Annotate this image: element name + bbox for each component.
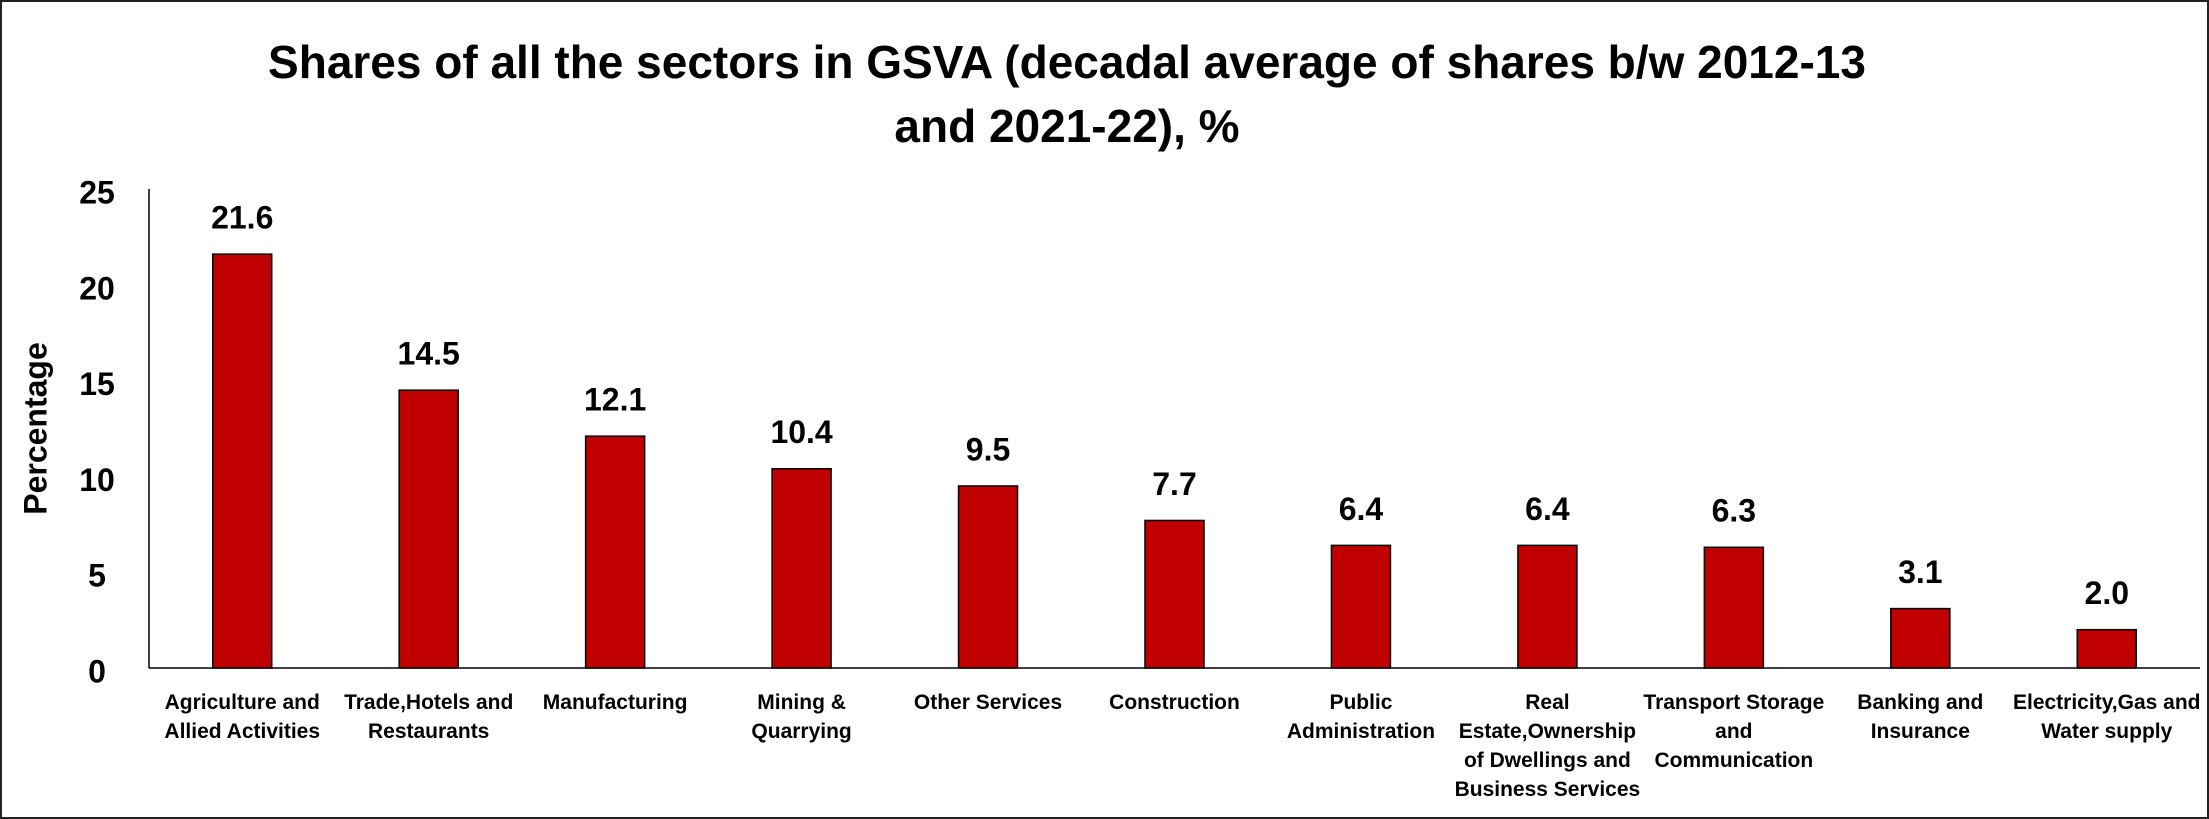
x-tick-label: Agriculture and Allied Activities xyxy=(164,691,321,743)
data-label: 10.4 xyxy=(770,414,832,450)
bar xyxy=(211,253,273,669)
y-tick-label: 5 xyxy=(88,558,106,594)
data-label: 9.5 xyxy=(966,431,1010,467)
data-label: 2.0 xyxy=(2085,575,2129,611)
bar xyxy=(2076,628,2138,669)
bar xyxy=(957,485,1019,669)
x-tick-label: Construction xyxy=(1109,691,1240,714)
bar xyxy=(398,389,459,669)
bar xyxy=(1330,544,1392,669)
chart-title: Shares of all the sectors in GSVA (decad… xyxy=(268,36,1866,152)
bar xyxy=(1890,607,1951,669)
data-label: 3.1 xyxy=(1898,554,1942,590)
x-tick-label: Public Administration xyxy=(1286,691,1436,743)
data-label: 14.5 xyxy=(398,336,460,372)
y-tick-label: 15 xyxy=(79,366,115,402)
y-tick-label: 10 xyxy=(79,462,115,498)
bar xyxy=(1517,544,1578,669)
bar xyxy=(1703,546,1765,669)
data-label: 6.4 xyxy=(1525,491,1570,527)
data-label: 12.1 xyxy=(584,382,646,418)
bar xyxy=(1144,519,1205,669)
x-tick-label: Real Estate,Ownership of Dwellings and B… xyxy=(1454,691,1641,801)
data-label: 21.6 xyxy=(211,200,273,236)
y-axis-label: Percentage xyxy=(17,342,53,515)
x-tick-label: Manufacturing xyxy=(542,691,688,714)
x-tick-label: Mining & Quarrying xyxy=(751,691,852,743)
y-tick-label: 20 xyxy=(79,270,115,306)
data-label: 6.4 xyxy=(1339,491,1384,527)
bar xyxy=(771,467,832,669)
x-tick-label: Electricity,Gas and Water supply xyxy=(2012,691,2201,743)
y-tick-label: 25 xyxy=(79,174,115,210)
data-label: 7.7 xyxy=(1152,466,1196,502)
x-tick-label: Banking and Insurance xyxy=(1857,691,1984,743)
data-label: 6.3 xyxy=(1712,493,1756,529)
bar xyxy=(584,435,646,669)
x-tick-label: Transport Storage and Communication xyxy=(1643,691,1825,772)
x-tick-label: Trade,Hotels and Restaurants xyxy=(344,691,514,743)
y-tick-label: 0 xyxy=(88,653,106,689)
x-tick-label: Other Services xyxy=(913,691,1063,714)
